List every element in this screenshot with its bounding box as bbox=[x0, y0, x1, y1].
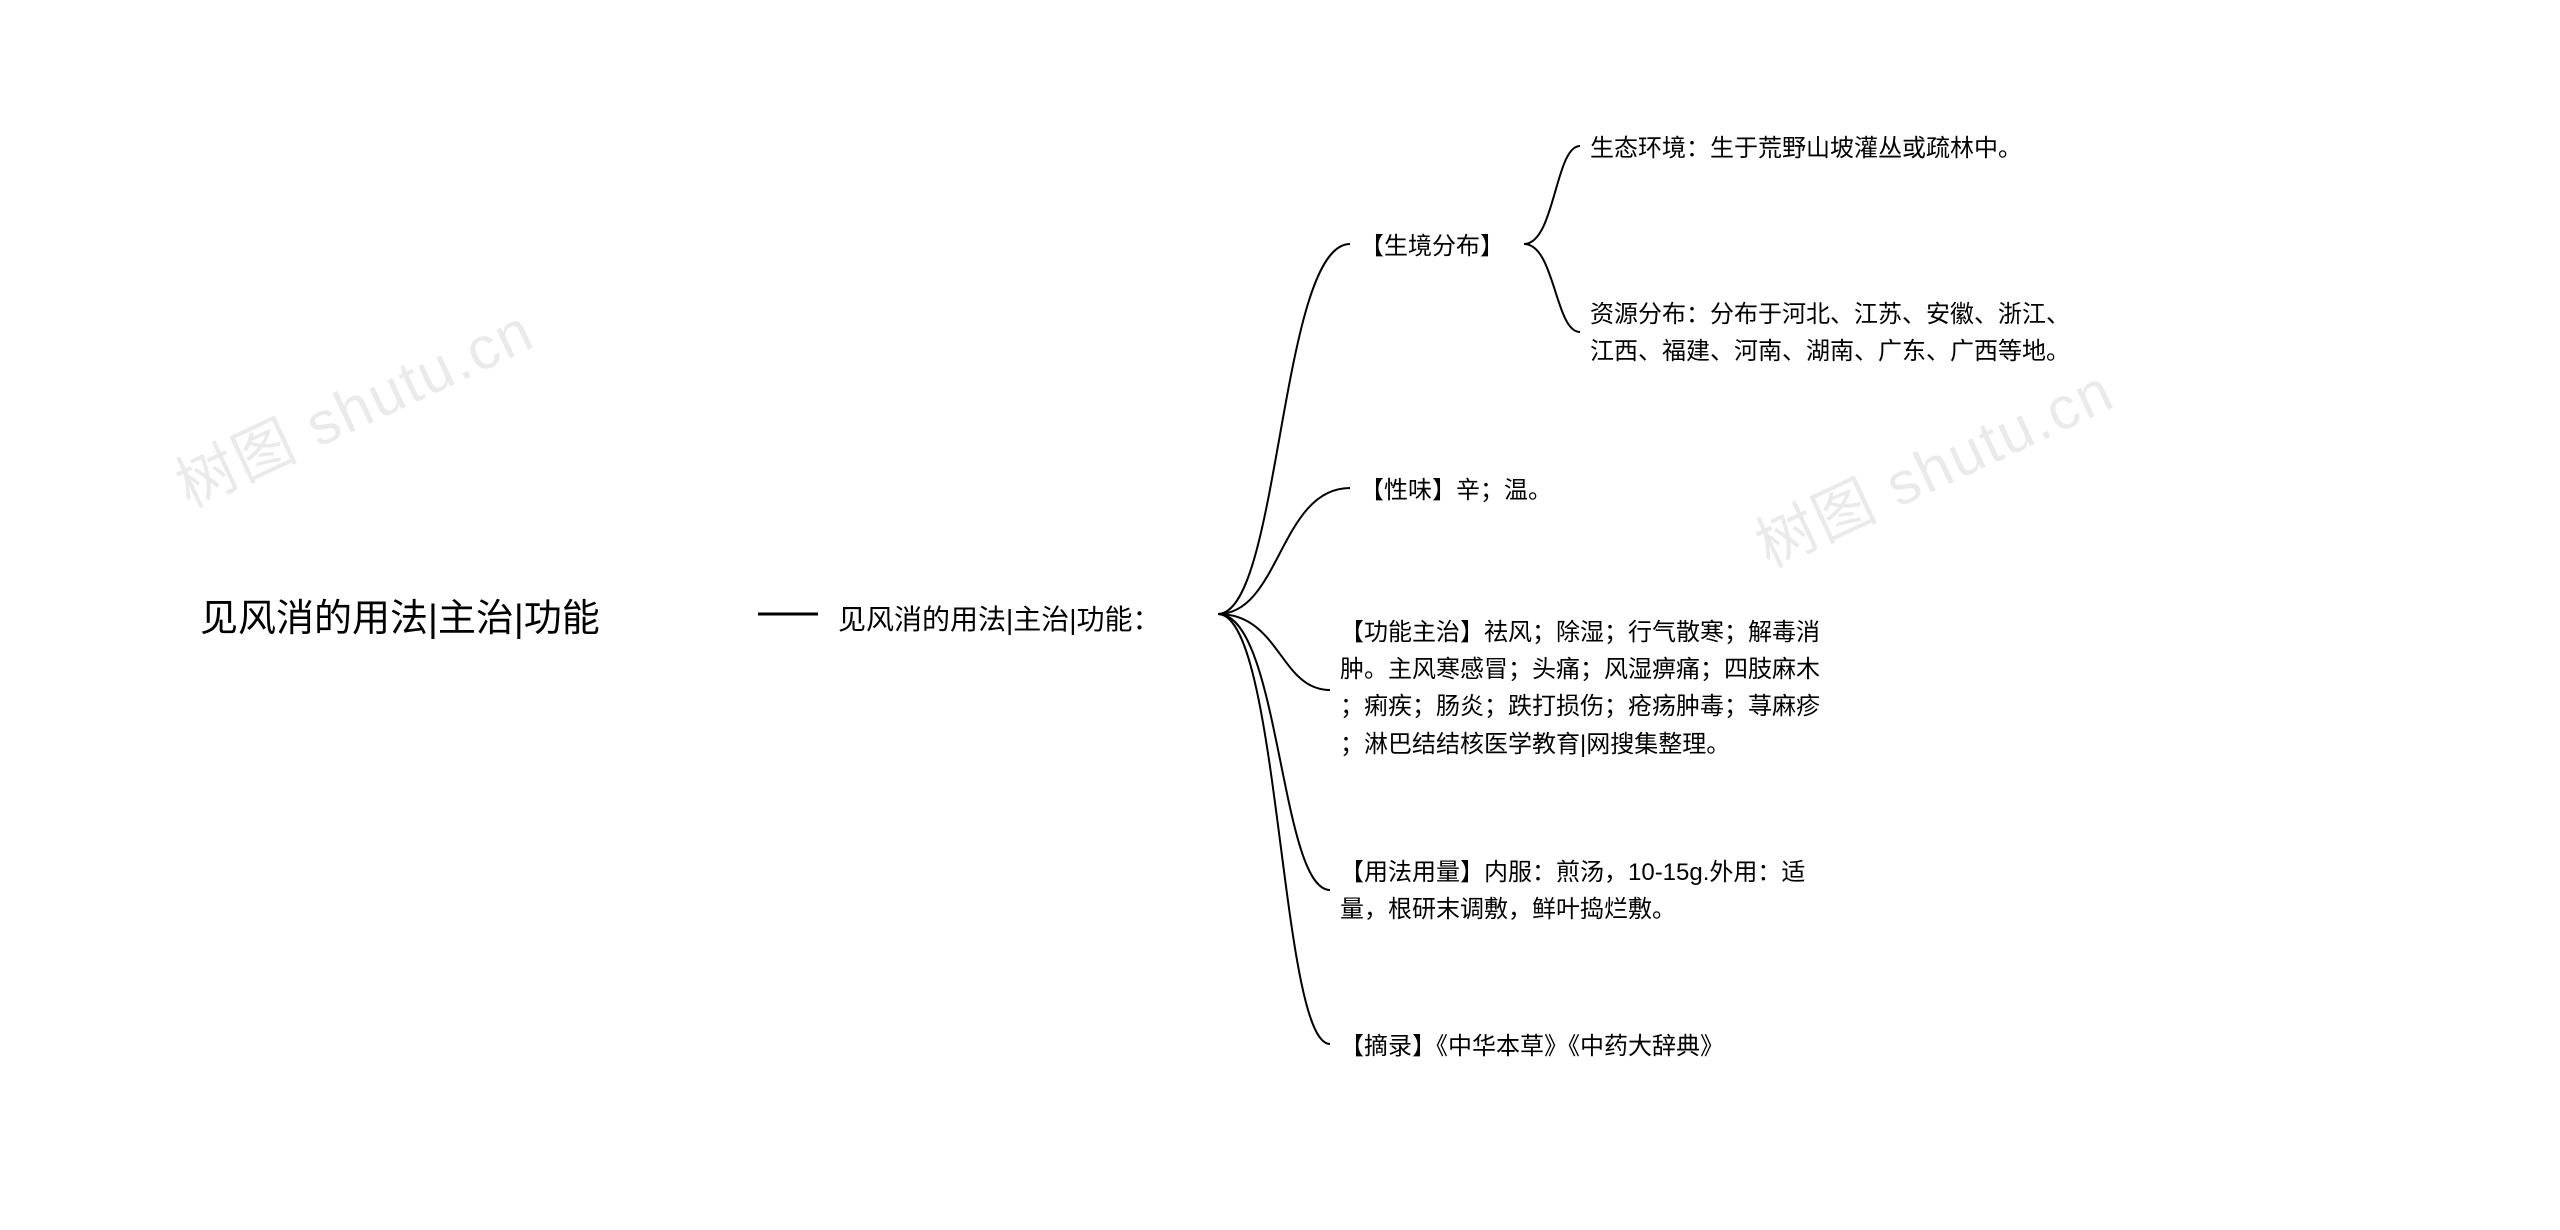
level1-node: 见风消的用法|主治|功能： bbox=[838, 598, 1161, 641]
branch-taste: 【性味】辛；温。 bbox=[1360, 472, 1552, 509]
watermark-1: 树图 shutu.cn bbox=[160, 283, 546, 525]
root-node: 见风消的用法|主治|功能 bbox=[200, 590, 600, 649]
branch-habitat-child-0: 生态环境：生于荒野山坡灌丛或疏林中。 bbox=[1590, 130, 2022, 167]
branch-habitat-child-1: 资源分布：分布于河北、江苏、安徽、浙江、 江西、福建、河南、湖南、广东、广西等地… bbox=[1590, 296, 2070, 370]
watermark-2: 树图 shutu.cn bbox=[1740, 343, 2126, 585]
branch-excerpt: 【摘录】《中华本草》《中药大辞典》 bbox=[1340, 1028, 1724, 1065]
branch-function: 【功能主治】祛风；除湿；行气散寒；解毒消 肿。主风寒感冒；头痛；风湿痹痛；四肢麻… bbox=[1340, 614, 1820, 763]
branch-usage: 【用法用量】内服：煎汤，10-15g.外用：适 量，根研末调敷，鲜叶捣烂敷。 bbox=[1340, 854, 1805, 928]
branch-habitat: 【生境分布】 bbox=[1360, 228, 1504, 265]
